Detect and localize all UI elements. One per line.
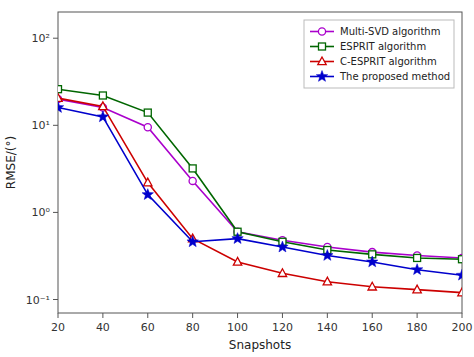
x-tick-label: 180 xyxy=(407,321,428,334)
point xyxy=(187,236,198,247)
point xyxy=(368,282,376,290)
legend-label: C-ESPRIT algorithm xyxy=(340,56,437,67)
x-tick xyxy=(462,313,463,318)
line xyxy=(58,89,462,259)
point xyxy=(232,233,243,244)
point xyxy=(367,256,378,267)
y-tick xyxy=(53,299,58,300)
x-tick xyxy=(282,313,283,318)
point xyxy=(189,177,196,184)
legend-label: ESPRIT algorithm xyxy=(340,41,426,52)
point xyxy=(97,111,108,122)
plot-area xyxy=(58,86,462,296)
axes: 20 40 60 80 100 120 140 160 180 200 10⁻¹ 10⁰ 10¹ 10² xyxy=(26,32,473,334)
x-tick xyxy=(327,313,328,318)
chart: 20 40 60 80 100 120 140 160 180 200 10⁻¹ 10⁰ 10¹ 10² S… xyxy=(0,0,474,357)
point xyxy=(99,102,107,110)
legend-box xyxy=(304,20,454,88)
point xyxy=(456,269,462,280)
legend-marker xyxy=(318,28,325,35)
series xyxy=(58,94,462,296)
series xyxy=(58,102,462,281)
point xyxy=(58,102,64,113)
x-tick-label: 100 xyxy=(227,321,248,334)
line xyxy=(58,108,462,276)
y-tick xyxy=(53,38,58,39)
x-tick-label: 160 xyxy=(362,321,383,334)
y-tick-label: 10⁻¹ xyxy=(26,294,50,307)
point xyxy=(144,109,151,116)
x-tick-label: 80 xyxy=(186,321,200,334)
x-tick xyxy=(147,313,148,318)
legend-label: The proposed method xyxy=(339,71,450,82)
point xyxy=(413,285,421,293)
series xyxy=(58,86,462,263)
point xyxy=(233,257,241,265)
point xyxy=(189,165,196,172)
plot-frame xyxy=(58,12,462,313)
point xyxy=(411,264,422,275)
x-tick-label: 60 xyxy=(141,321,155,334)
line xyxy=(58,98,462,292)
background xyxy=(0,0,474,357)
point xyxy=(99,92,106,99)
x-tick xyxy=(372,313,373,318)
point xyxy=(277,241,288,252)
y-tick xyxy=(53,125,58,126)
line xyxy=(58,99,462,258)
y-tick xyxy=(53,212,58,213)
point xyxy=(144,178,152,186)
x-axis-title: Snapshots xyxy=(229,338,291,352)
legend-marker xyxy=(318,57,326,65)
point xyxy=(459,256,463,263)
point xyxy=(142,189,153,200)
point xyxy=(278,269,286,277)
point xyxy=(144,124,151,131)
x-tick xyxy=(192,313,193,318)
point xyxy=(58,86,62,93)
x-tick-label: 200 xyxy=(452,321,473,334)
legend-marker xyxy=(319,43,326,50)
legend-label: Multi-SVD algorithm xyxy=(340,26,440,37)
x-tick xyxy=(417,313,418,318)
y-tick-label: 10² xyxy=(32,32,50,45)
legend-marker xyxy=(316,71,327,82)
y-axis-title: RMSE/(°) xyxy=(4,136,18,189)
y-tick-label: 10¹ xyxy=(32,119,50,132)
x-tick-label: 40 xyxy=(96,321,110,334)
point xyxy=(323,277,331,285)
point xyxy=(414,254,421,261)
x-tick xyxy=(58,313,59,318)
x-tick-label: 20 xyxy=(51,321,65,334)
x-tick xyxy=(102,313,103,318)
point xyxy=(458,288,462,296)
x-tick xyxy=(237,313,238,318)
legend: Multi-SVD algorithm ESPRIT algorithm C-ESP… xyxy=(304,20,454,88)
x-tick-label: 140 xyxy=(317,321,338,334)
point xyxy=(58,94,62,102)
x-tick-label: 120 xyxy=(272,321,293,334)
y-tick-label: 10⁰ xyxy=(32,206,51,219)
point xyxy=(322,250,333,261)
